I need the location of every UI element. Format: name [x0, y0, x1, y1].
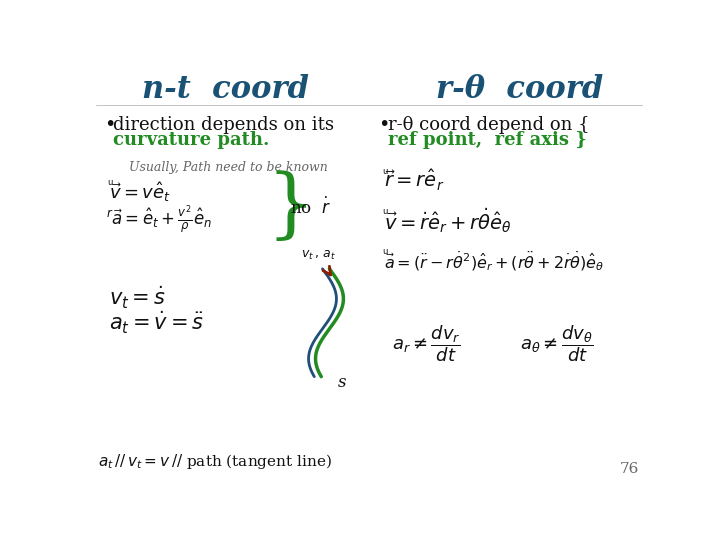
- Text: curvature path.: curvature path.: [113, 131, 269, 149]
- Text: direction depends on its: direction depends on its: [113, 116, 334, 134]
- Text: Usually, Path need to be known: Usually, Path need to be known: [129, 161, 328, 174]
- Text: •: •: [104, 116, 115, 134]
- Text: ref point,  ref axis }: ref point, ref axis }: [387, 131, 587, 149]
- Text: u: u: [107, 178, 112, 187]
- Text: $a_r \neq \dfrac{dv_r}{dt}$: $a_r \neq \dfrac{dv_r}{dt}$: [392, 323, 461, 364]
- Text: n-t  coord: n-t coord: [142, 74, 309, 105]
- Text: $a_\theta \neq \dfrac{dv_\theta}{dt}$: $a_\theta \neq \dfrac{dv_\theta}{dt}$: [520, 323, 594, 364]
- Text: $\vec{a} = (\ddot{r}-r\dot{\theta}^2)\hat{e}_r + (r\ddot{\theta}+2\dot{r}\dot{\t: $\vec{a} = (\ddot{r}-r\dot{\theta}^2)\ha…: [384, 249, 605, 273]
- Text: no  $\dot{r}$: no $\dot{r}$: [290, 197, 331, 218]
- Text: }: }: [266, 170, 315, 244]
- Text: r-θ  coord: r-θ coord: [436, 74, 604, 105]
- Text: $a_t = \dot{v} = \ddot{s}$: $a_t = \dot{v} = \ddot{s}$: [109, 309, 204, 336]
- Text: $v_t = \dot{s}$: $v_t = \dot{s}$: [109, 284, 166, 310]
- Text: u: u: [382, 207, 387, 215]
- Text: •: •: [378, 116, 390, 134]
- Text: $\vec{v} = v\hat{e}_t$: $\vec{v} = v\hat{e}_t$: [109, 180, 171, 204]
- Text: s: s: [338, 374, 346, 392]
- Text: u: u: [382, 166, 387, 176]
- Text: $v_t\,,\,a_t$: $v_t\,,\,a_t$: [301, 249, 336, 262]
- Text: $\vec{r} = r\hat{e}_r$: $\vec{r} = r\hat{e}_r$: [384, 168, 445, 193]
- Text: r-θ coord depend on {: r-θ coord depend on {: [387, 116, 589, 134]
- Text: 76: 76: [619, 462, 639, 476]
- Text: $\vec{v} = \dot{r}\hat{e}_r + r\dot{\theta}\hat{e}_\theta$: $\vec{v} = \dot{r}\hat{e}_r + r\dot{\the…: [384, 206, 513, 235]
- Text: u: u: [382, 247, 387, 256]
- Text: $^r\vec{a} = \hat{e}_t + \frac{v^2}{\rho}\hat{e}_n$: $^r\vec{a} = \hat{e}_t + \frac{v^2}{\rho…: [106, 203, 212, 235]
- Text: $a_t\,//\,v_t = v\,//$ path (tangent line): $a_t\,//\,v_t = v\,//$ path (tangent lin…: [98, 452, 331, 471]
